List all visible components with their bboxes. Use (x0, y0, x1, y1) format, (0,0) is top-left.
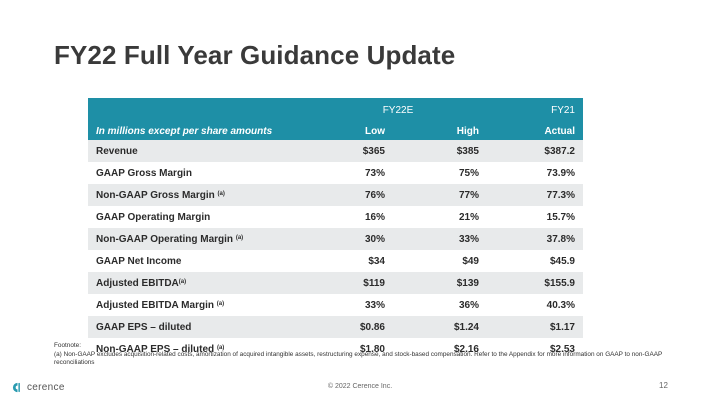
row-label: GAAP Net Income (88, 250, 309, 272)
table-row: GAAP EPS – diluted $0.86 $1.24 $1.17 (88, 316, 583, 338)
table-row: Adjusted EBITDA Margin (a) 33% 36% 40.3% (88, 294, 583, 316)
header-spacer (88, 98, 309, 122)
row-label: Adjusted EBITDA(a) (88, 272, 309, 294)
table-column-header-row: In millions except per share amounts Low… (88, 122, 583, 140)
row-label: Non-GAAP Gross Margin (a) (88, 184, 309, 206)
high-cell: 77% (458, 189, 479, 201)
row-label-text: Non-GAAP Gross Margin (96, 189, 215, 201)
row-label: Adjusted EBITDA Margin (a) (88, 294, 309, 316)
actual-cell: $387.2 (544, 145, 575, 157)
row-label: Non-GAAP Operating Margin (a) (88, 228, 309, 250)
high-cell: $1.24 (453, 321, 479, 333)
row-label-text: Adjusted EBITDA (96, 277, 179, 289)
row-label: Revenue (88, 140, 309, 162)
low-cell: $0.86 (359, 321, 385, 333)
low-cell: $1.80 (359, 343, 385, 355)
actual-cell: 15.7% (546, 211, 575, 223)
footnote: Footnote: (a) Non-GAAP excludes acquisit… (54, 342, 694, 368)
low-cell: 76% (364, 189, 385, 201)
page-title: FY22 Full Year Guidance Update (54, 40, 456, 70)
high-cell: $49 (462, 255, 479, 267)
low-cell: $119 (363, 277, 385, 289)
row-label-text: Adjusted EBITDA Margin (96, 299, 214, 311)
high-cell: $2.16 (453, 343, 479, 355)
actual-column-header: Actual (544, 125, 575, 137)
high-cell: 33% (458, 233, 479, 245)
cerence-logo-icon (12, 382, 20, 392)
actual-cell: $1.17 (549, 321, 575, 333)
high-cell: $385 (456, 145, 479, 157)
actual-cell: $155.9 (544, 277, 575, 289)
footnote-marker: (a) (235, 234, 244, 241)
copyright: © 2022 Cerence Inc. (327, 383, 393, 390)
low-cell: 30% (364, 233, 385, 245)
row-label-text: GAAP EPS – diluted (96, 321, 192, 333)
low-cell: 73% (364, 167, 385, 179)
low-column-header: Low (365, 125, 385, 137)
high-column-header: High (456, 125, 479, 137)
table-row: Adjusted EBITDA(a) $119 $139 $155.9 (88, 272, 583, 294)
actual-cell: 73.9% (546, 167, 575, 179)
low-cell: 33% (364, 299, 385, 311)
low-cell: $34 (368, 255, 385, 267)
row-label-text: GAAP Net Income (96, 255, 182, 267)
row-label: GAAP Gross Margin (88, 162, 309, 184)
row-label-text: GAAP Gross Margin (96, 167, 192, 179)
fy22e-group-header: FY22E (382, 104, 414, 116)
table-row: GAAP Operating Margin 16% 21% 15.7% (88, 206, 583, 228)
table-row: GAAP Gross Margin 73% 75% 73.9% (88, 162, 583, 184)
row-label-text: GAAP Operating Margin (96, 211, 211, 223)
fy21-group-header: FY21 (551, 104, 575, 116)
table-row: Non-GAAP EPS – diluted (a) $1.80 $2.16 $… (88, 338, 583, 360)
actual-cell: 37.8% (546, 233, 575, 245)
high-cell: 36% (458, 299, 479, 311)
row-label: GAAP EPS – diluted (88, 316, 309, 338)
table-row: GAAP Net Income $34 $49 $45.9 (88, 250, 583, 272)
row-label-text: Non-GAAP EPS – diluted (96, 343, 215, 355)
actual-cell: 77.3% (546, 189, 575, 201)
page-number: 12 (659, 381, 668, 390)
low-cell: $365 (362, 145, 385, 157)
actual-cell: 40.3% (546, 299, 575, 311)
row-label: Non-GAAP EPS – diluted (a) (88, 338, 309, 360)
guidance-table: FY22E FY21 In millions except per share … (88, 98, 583, 360)
row-label-text: Revenue (96, 145, 138, 157)
footnote-marker: (a) (178, 278, 187, 285)
actual-cell: $45.9 (549, 255, 575, 267)
actual-cell: $2.53 (549, 343, 575, 355)
row-label-text: Non-GAAP Operating Margin (96, 233, 234, 245)
table-row: Non-GAAP Operating Margin (a) 30% 33% 37… (88, 228, 583, 250)
high-cell: $139 (456, 277, 479, 289)
logo-text: cerence (27, 381, 65, 393)
table-group-header-row: FY22E FY21 (88, 98, 583, 122)
table-row: Non-GAAP Gross Margin (a) 76% 77% 77.3% (88, 184, 583, 206)
footnote-marker: (a) (216, 300, 225, 307)
table-row: Revenue $365 $385 $387.2 (88, 140, 583, 162)
high-cell: 21% (458, 211, 479, 223)
company-logo: cerence (12, 380, 65, 394)
footnote-text: (a) Non-GAAP excludes acquisition-relate… (54, 350, 663, 367)
description-column-header: In millions except per share amounts (96, 125, 273, 137)
high-cell: 75% (458, 167, 479, 179)
footnote-heading: Footnote: (54, 342, 82, 349)
footnote-marker: (a) (217, 190, 225, 197)
footnote-marker: (a) (216, 344, 225, 351)
row-label: GAAP Operating Margin (88, 206, 309, 228)
low-cell: 16% (364, 211, 385, 223)
